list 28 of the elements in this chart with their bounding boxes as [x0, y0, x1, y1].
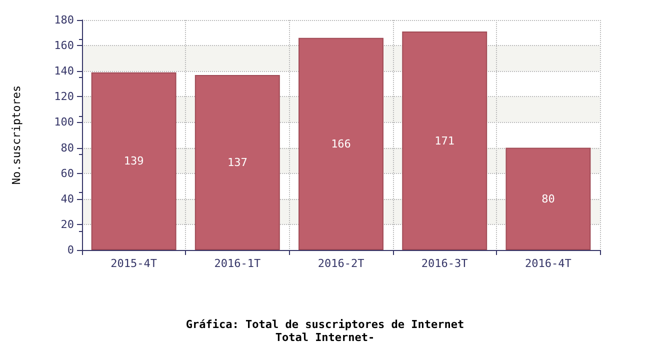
data-label: 171 [434, 134, 455, 148]
y-tick-label: 140 [54, 64, 74, 78]
x-tick-label: 2016-4T [525, 257, 572, 270]
bar [91, 72, 176, 250]
data-label: 137 [227, 156, 248, 169]
y-tick-label: 80 [60, 141, 74, 154]
y-tick-label: 160 [54, 39, 74, 52]
y-tick-label: 120 [54, 90, 74, 104]
y-tick-label: 180 [54, 14, 74, 26]
y-tick-label: 60 [60, 166, 74, 180]
x-tick-label: 2016-1T [214, 257, 261, 270]
bar [298, 38, 384, 250]
x-tick-label: 2015-4T [110, 257, 158, 270]
x-tick-label: 2016-3T [421, 257, 468, 270]
data-label: 80 [542, 192, 555, 206]
bar [194, 74, 280, 250]
x-tick-label: 2016-2T [318, 257, 365, 270]
y-tick-label: 40 [60, 192, 74, 206]
text: Gráfica: Total de suscriptores de Internet [186, 318, 464, 331]
data-label: 166 [331, 137, 351, 150]
y-tick-label: 100 [54, 116, 74, 129]
y-tick-label: 0 [67, 244, 74, 256]
bar [506, 148, 591, 250]
y-tick-label: 20 [60, 218, 74, 231]
y-axis-title: No.suscriptores [10, 85, 23, 185]
data-label: 139 [124, 154, 144, 168]
bar [402, 32, 488, 250]
text: Total Internet- [275, 331, 375, 344]
